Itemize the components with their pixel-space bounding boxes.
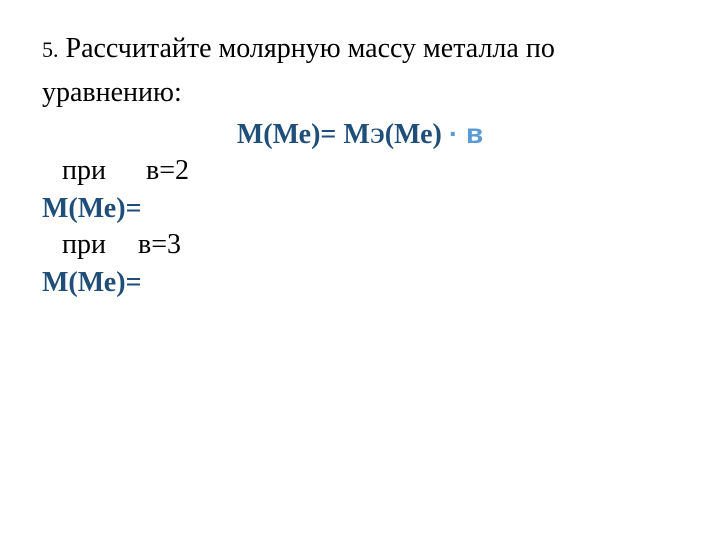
formula-sub: Э bbox=[370, 123, 385, 148]
case1-result: М(Ме)= bbox=[42, 193, 678, 225]
case2-line: при в=3 bbox=[42, 229, 678, 261]
formula-dot: · bbox=[449, 118, 458, 149]
formula-rhs: в bbox=[458, 118, 483, 149]
intro-line-2: уравнению: bbox=[42, 72, 678, 114]
case2-value: в=3 bbox=[138, 229, 181, 260]
case2-label: при bbox=[62, 229, 106, 260]
formula: М(Ме)= МЭ(Ме) · в bbox=[42, 118, 678, 151]
formula-lhs: М(Ме)= М bbox=[237, 119, 370, 150]
step-number: 5 bbox=[42, 37, 53, 62]
case1-line: при в=2 bbox=[42, 155, 678, 187]
case2-result: М(Ме)= bbox=[42, 267, 678, 299]
intro-text-2: уравнению: bbox=[42, 77, 182, 108]
formula-mid: (Ме) bbox=[385, 119, 449, 150]
intro-text-1: Рассчитайте молярную массу металла по bbox=[59, 33, 555, 64]
intro-line-1: 5. Рассчитайте молярную массу металла по bbox=[42, 28, 678, 70]
case1-label: при bbox=[62, 155, 106, 186]
case1-value: в=2 bbox=[146, 155, 189, 186]
